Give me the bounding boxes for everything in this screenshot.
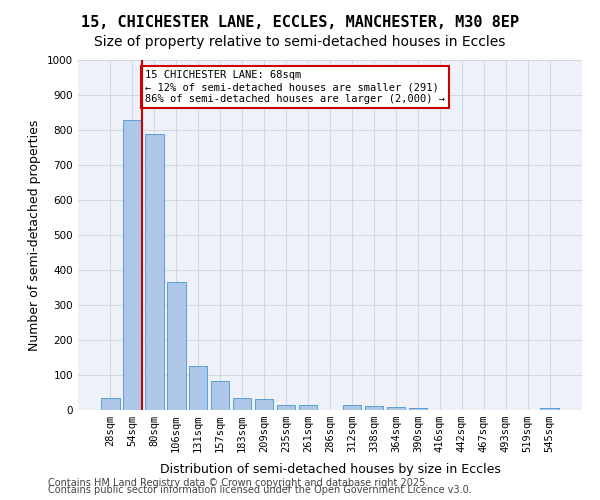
Bar <box>101 398 119 410</box>
Text: Contains HM Land Registry data © Crown copyright and database right 2025.: Contains HM Land Registry data © Crown c… <box>48 478 428 488</box>
Text: 15, CHICHESTER LANE, ECCLES, MANCHESTER, M30 8EP: 15, CHICHESTER LANE, ECCLES, MANCHESTER,… <box>81 15 519 30</box>
Bar <box>211 382 229 410</box>
Bar <box>386 407 405 410</box>
Bar <box>145 134 164 410</box>
Bar <box>365 406 383 410</box>
Bar <box>255 399 274 410</box>
Y-axis label: Number of semi-detached properties: Number of semi-detached properties <box>28 120 41 350</box>
Bar <box>343 406 361 410</box>
Bar <box>189 366 208 410</box>
Bar <box>167 282 185 410</box>
Text: 15 CHICHESTER LANE: 68sqm
← 12% of semi-detached houses are smaller (291)
86% of: 15 CHICHESTER LANE: 68sqm ← 12% of semi-… <box>145 70 445 104</box>
Bar <box>277 405 295 410</box>
Bar <box>233 398 251 410</box>
Bar <box>409 408 427 410</box>
Bar <box>299 406 317 410</box>
Bar <box>123 120 142 410</box>
Text: Size of property relative to semi-detached houses in Eccles: Size of property relative to semi-detach… <box>94 35 506 49</box>
X-axis label: Distribution of semi-detached houses by size in Eccles: Distribution of semi-detached houses by … <box>160 464 500 476</box>
Bar <box>541 408 559 410</box>
Text: Contains public sector information licensed under the Open Government Licence v3: Contains public sector information licen… <box>48 485 472 495</box>
